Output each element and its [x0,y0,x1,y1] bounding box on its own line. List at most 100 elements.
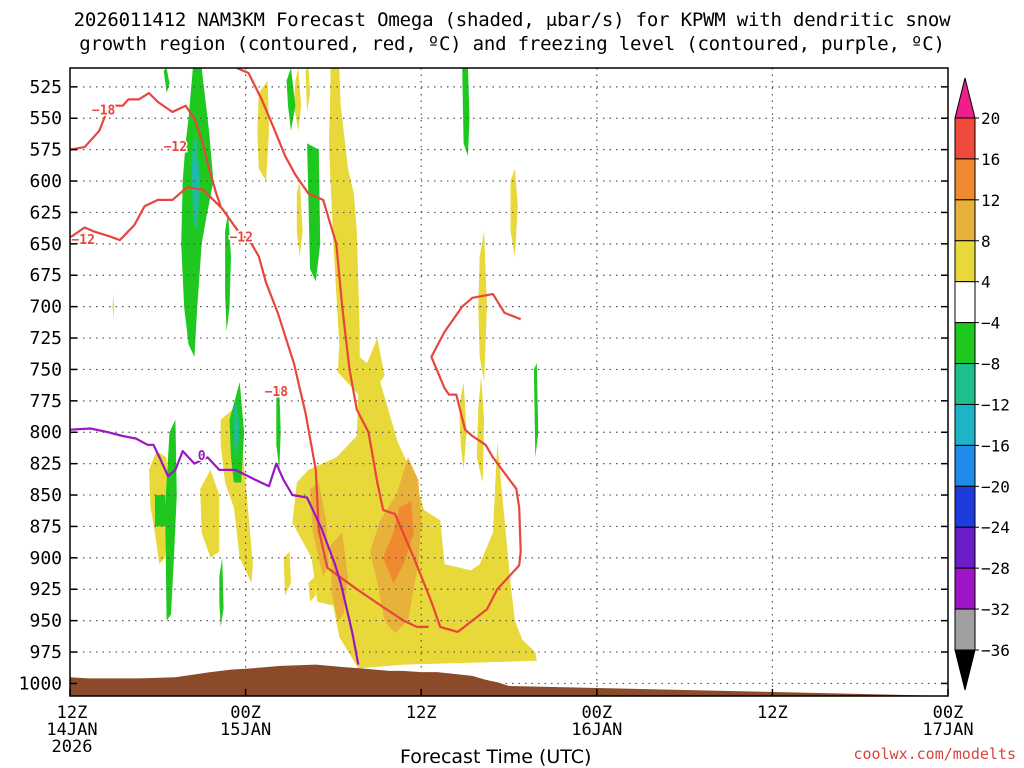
omega-region--16-to--12-0 [193,155,198,207]
omega-region-4-to-8-14 [308,576,316,602]
colorbar-bin-6 [954,322,976,365]
y-tick-label-900: 900 [29,548,62,569]
contour-label-3: −12 [229,230,252,245]
omega-region-4-to-8-8 [305,68,310,112]
omega-region--8-to--4-4 [307,143,321,282]
omega-region-4-to-8-11 [478,231,487,382]
colorbar-bin-top [954,77,976,119]
terrain-fill [70,664,948,696]
y-tick-label-525: 525 [29,77,62,98]
colorbar-bin-7 [954,363,976,405]
y-tick-label-975: 975 [29,642,62,663]
contour-line-0 [70,91,222,207]
colorbar-bin-13 [954,608,976,651]
colorbar-bin-3 [954,199,976,242]
y-tick-label-700: 700 [29,297,62,318]
x-tick-label-0-0: 12Z [57,703,88,723]
contour-line-2 [70,186,429,629]
colorbar-label-12: −32 [981,600,1010,619]
omega-region--8-to--4-11 [533,363,539,458]
colorbar-bin-9 [954,444,976,487]
y-tick-label-725: 725 [29,328,62,349]
x-tick-label-60-0: 00Z [933,703,964,723]
y-tick-label-650: 650 [29,234,62,255]
colorbar-label-5: −4 [981,314,1000,333]
y-tick-label-800: 800 [29,422,62,443]
grid-layer [70,68,948,696]
contour-label-2: −12 [71,233,94,248]
omega-region-4-to-8-9 [476,375,485,483]
colorbar-label-10: −24 [981,518,1010,537]
colorbar-bin-10 [954,485,976,528]
omega-region--8-to--4-2 [225,212,231,332]
omega-region--8-to--4-1 [163,68,170,94]
colorbar-label-6: −8 [981,355,1000,374]
y-tick-label-625: 625 [29,202,62,223]
watermark: coolwx.com/modelts [853,745,1016,763]
plot-frame [69,67,949,697]
y-tick-label-925: 925 [29,579,62,600]
contour-label-1: −12 [164,140,187,155]
x-tick-label-36-0: 00Z [581,703,612,723]
colorbar-bin-12 [954,567,976,610]
colorbar: 20 16 12 8 4 −4 −8 −12 −16 −20 −24 −28 −32 −36 [954,77,1010,691]
y-tick-label-575: 575 [29,140,62,161]
y-tick-label-950: 950 [29,611,62,632]
omega-region-4-to-8-15 [112,294,114,320]
x-tick-label-24-0: 12Z [406,703,437,723]
contour-line-1 [236,68,522,634]
x-axis-title: Forecast Time (UTC) [400,746,592,768]
omega-region--8-to--4-5 [286,68,296,131]
y-tick-label-875: 875 [29,516,62,537]
x-tick-label-0-2: 2026 [52,737,93,757]
colorbar-bin-2 [954,158,976,201]
y-axis: 525 550 575 600 625 650 675 700 725 750 775 800 825 8… [19,77,948,694]
colorbar-bin-bottom [954,649,976,691]
colorbar-label-1: 16 [981,150,1000,169]
terrain-layer [70,664,948,696]
omega-region--8-to--4-8 [154,495,170,527]
omega-shading-layer [112,68,539,669]
y-tick-label-825: 825 [29,454,62,475]
omega-region--8-to--4-10 [462,68,470,156]
omega-region-4-to-8-13 [283,551,291,596]
omega-region--8-to--4-6 [276,388,281,470]
contour-labels-layer: −18 −12 −12 −12 −18 0 [70,102,290,465]
omega-region-4-to-8-5 [257,80,269,181]
x-tick-label-12-1: 15JAN [220,720,271,740]
colorbar-label-2: 12 [981,191,1000,210]
x-tick-label-60-1: 17JAN [922,720,973,740]
colorbar-label-7: −12 [981,395,1010,414]
y-tick-label-600: 600 [29,171,62,192]
omega-region-4-to-8-7 [296,181,303,257]
colorbar-label-3: 8 [981,232,991,251]
y-tick-label-850: 850 [29,485,62,506]
contour-label-0: −18 [92,103,116,118]
omega-region-12-to-16-0 [383,501,414,583]
colorbar-label-8: −16 [981,436,1010,455]
y-tick-label-550: 550 [29,108,62,129]
omega-region-4-to-8-12 [510,168,518,257]
y-tick-label-1000: 1000 [19,673,62,694]
chart-title-line-2: growth region (contoured, red, ºC) and f… [79,33,945,55]
x-tick-label-48-0: 12Z [757,703,788,723]
contour-line-3 [70,427,360,665]
omega-region-4-to-8-6 [293,68,302,131]
colorbar-bin-1 [954,117,976,160]
colorbar-bin-11 [954,526,976,569]
x-tick-label-0-1: 14JAN [46,720,97,740]
colorbar-label-13: −36 [981,641,1010,660]
y-tick-label-675: 675 [29,265,62,286]
x-tick-label-12-0: 00Z [230,703,261,723]
colorbar-label-11: −28 [981,559,1010,578]
omega-region--8-to--4-9 [219,557,224,627]
colorbar-bin-4 [954,240,976,283]
colorbar-bin-8 [954,403,976,446]
y-tick-label-775: 775 [29,391,62,412]
contour-label-5: 0 [198,449,206,464]
omega-region-4-to-8-3 [220,407,253,583]
omega-region-4-to-8-4 [200,469,220,558]
y-tick-label-750: 750 [29,359,62,380]
